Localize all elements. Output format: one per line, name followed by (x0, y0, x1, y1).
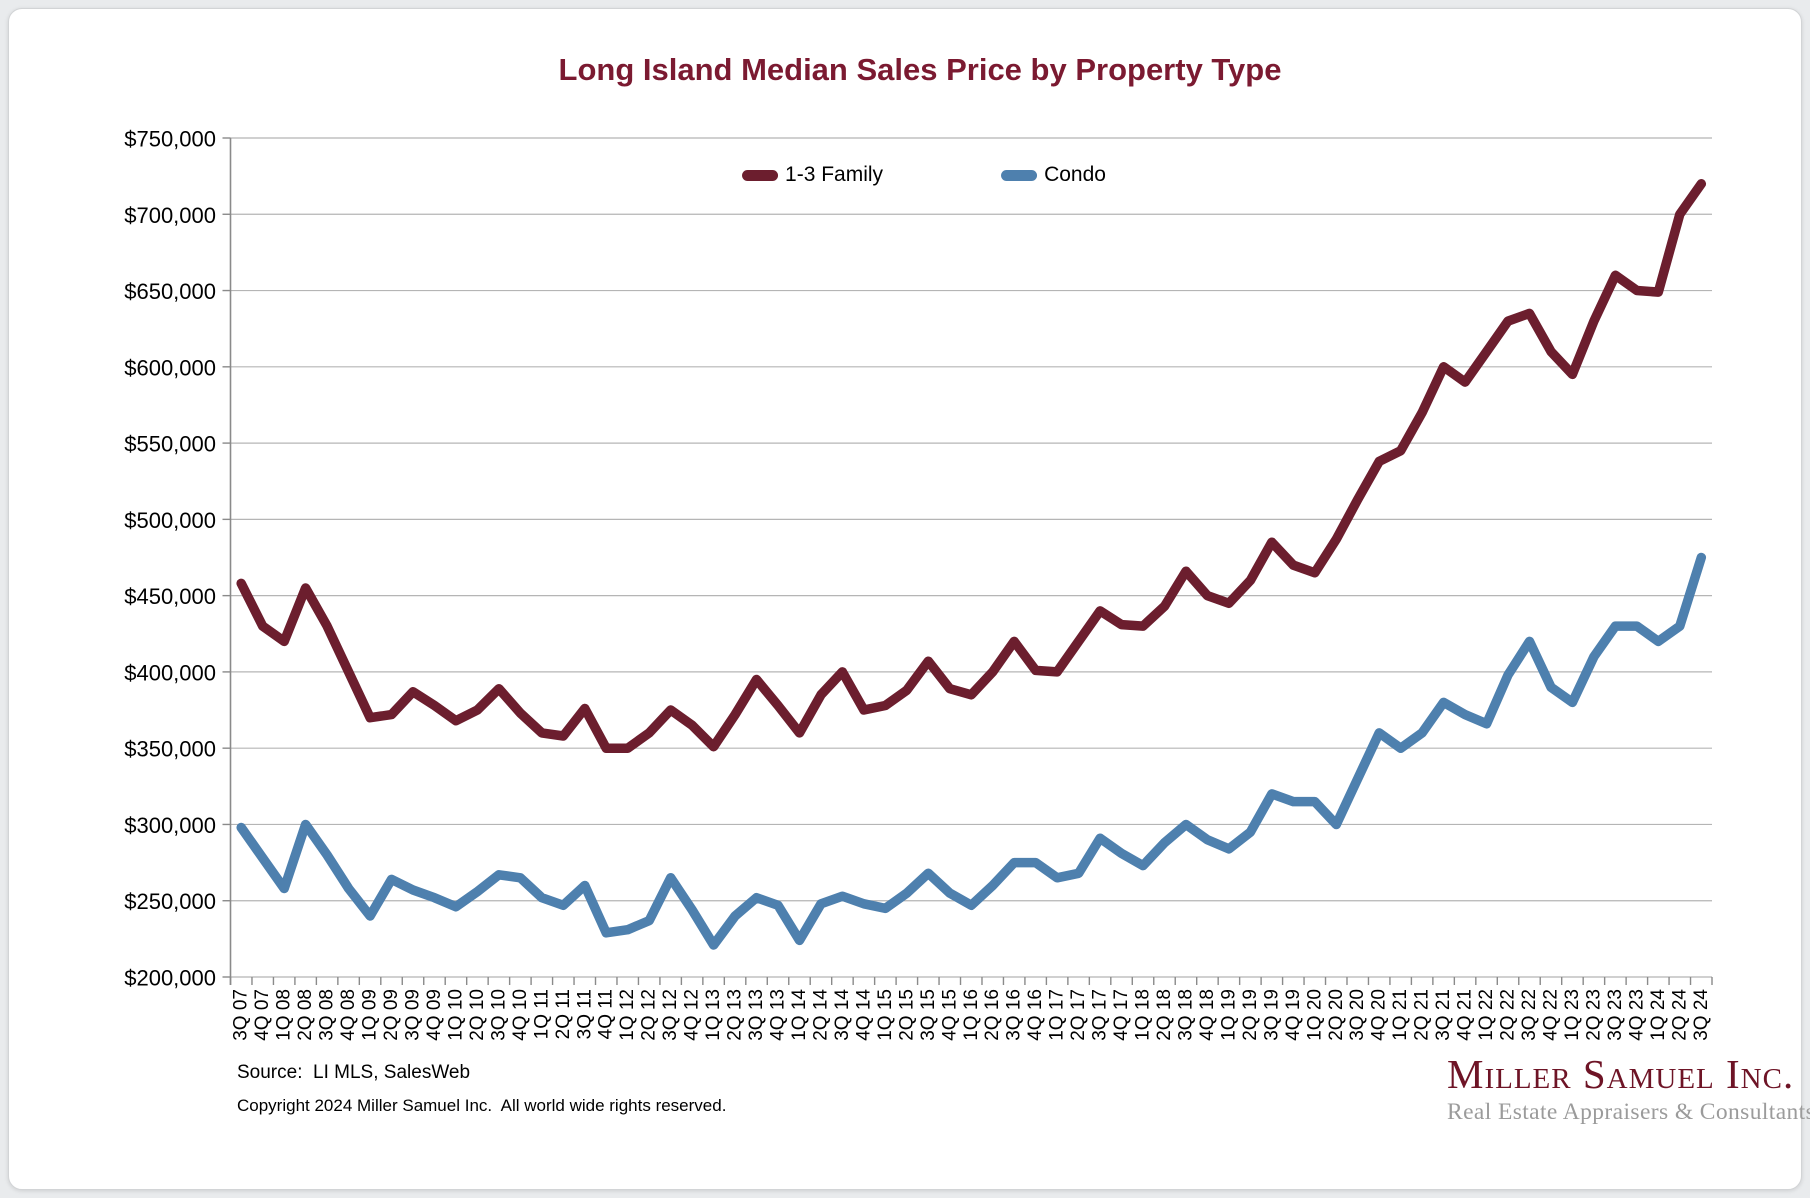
chart-title: Long Island Median Sales Price by Proper… (558, 52, 1282, 87)
x-tick-label: 2Q 14 (810, 989, 831, 1041)
x-tick-label: 4Q 14 (853, 989, 874, 1041)
x-tick-label: 2Q 11 (553, 989, 574, 1039)
x-tick-label: 1Q 09 (360, 989, 381, 1041)
x-tick-label: 2Q 24 (1669, 989, 1690, 1041)
y-tick-label: $350,000 (124, 737, 216, 762)
x-tick-label: 1Q 21 (1390, 989, 1411, 1041)
logo-name: Miller Samuel Inc. (1447, 1051, 1795, 1097)
x-tick-label: 4Q 15 (939, 989, 960, 1041)
x-tick-label: 1Q 08 (274, 989, 295, 1041)
x-tick-label: 2Q 15 (896, 989, 917, 1041)
family-series-swatch-icon (742, 169, 779, 181)
x-tick-label: 2Q 12 (639, 989, 660, 1041)
x-tick-label: 4Q 16 (1025, 989, 1046, 1041)
x-tick-label: 1Q 23 (1562, 989, 1583, 1041)
x-tick-label: 4Q 22 (1540, 989, 1561, 1041)
x-tick-label: 2Q 17 (1068, 989, 1089, 1041)
y-tick-label: $500,000 (124, 508, 216, 533)
x-tick-label: 1Q 15 (875, 989, 896, 1041)
x-tick-label: 1Q 13 (703, 989, 724, 1041)
x-tick-label: 3Q 10 (488, 989, 509, 1041)
x-tick-label: 1Q 24 (1648, 989, 1669, 1041)
x-tick-label: 3Q 14 (832, 989, 853, 1041)
y-tick-label: $750,000 (124, 127, 216, 152)
x-tick-label: 3Q 22 (1519, 989, 1540, 1041)
x-tick-label: 1Q 12 (617, 989, 638, 1041)
legend: 1-3 Family Condo (742, 163, 1106, 187)
y-tick-label: $550,000 (124, 432, 216, 457)
x-tick-label: 3Q 19 (1261, 989, 1282, 1041)
x-tick-label: 2Q 18 (1154, 989, 1175, 1041)
x-tick-label: 4Q 12 (682, 989, 703, 1041)
x-tick-label: 1Q 16 (961, 989, 982, 1041)
x-tick-label: 4Q 09 (424, 989, 445, 1041)
x-tick-label: 3Q 11 (574, 989, 595, 1039)
y-tick-label: $650,000 (124, 279, 216, 304)
x-tick-label: 1Q 20 (1304, 989, 1325, 1041)
condo-series-swatch-icon (1001, 169, 1038, 181)
y-tick-label: $400,000 (124, 660, 216, 685)
x-tick-label: 3Q 18 (1175, 989, 1196, 1041)
source-note: Source: LI MLS, SalesWeb (237, 1062, 471, 1083)
y-tick-label: $600,000 (124, 355, 216, 380)
x-tick-label: 4Q 07 (252, 989, 273, 1041)
logo-tagline: Real Estate Appraisers & Consultants (1447, 1099, 1810, 1126)
x-tick-label: 4Q 11 (596, 989, 617, 1039)
x-tick-label: 3Q 12 (660, 989, 681, 1041)
family-series-label: 1-3 Family (785, 163, 884, 186)
x-tick-label: 3Q 16 (1004, 989, 1025, 1041)
x-tick-label: 1Q 19 (1218, 989, 1239, 1041)
y-tick-label: $200,000 (124, 966, 216, 991)
x-tick-label: 2Q 08 (295, 989, 316, 1041)
x-tick-label: 3Q 24 (1691, 989, 1712, 1041)
x-tick-label: 4Q 19 (1283, 989, 1304, 1041)
x-tick-label: 3Q 20 (1347, 989, 1368, 1041)
x-tick-label: 2Q 20 (1326, 989, 1347, 1041)
x-tick-label: 3Q 21 (1433, 989, 1454, 1041)
x-tick-label: 3Q 07 (231, 989, 252, 1041)
x-tick-label: 2Q 09 (381, 989, 402, 1041)
x-tick-label: 3Q 13 (746, 989, 767, 1041)
x-tick-label: 1Q 17 (1047, 989, 1068, 1041)
x-tick-label: 3Q 15 (918, 989, 939, 1041)
x-tick-label: 1Q 10 (445, 989, 466, 1041)
y-tick-label: $300,000 (124, 813, 216, 838)
y-tick-label: $250,000 (124, 889, 216, 914)
x-tick-label: 4Q 08 (338, 989, 359, 1041)
x-tick-label: 2Q 23 (1583, 989, 1604, 1041)
x-tick-label: 1Q 18 (1133, 989, 1154, 1041)
condo-series-label: Condo (1044, 163, 1106, 186)
series-line-condo (236, 552, 1707, 950)
y-tick-label: $700,000 (124, 203, 216, 228)
x-tick-label: 1Q 22 (1476, 989, 1497, 1041)
x-tick-label: 1Q 11 (531, 989, 552, 1039)
copyright-note: Copyright 2024 Miller Samuel Inc. All wo… (237, 1096, 727, 1115)
x-tick-label: 2Q 10 (467, 989, 488, 1041)
x-tick-label: 3Q 09 (403, 989, 424, 1041)
x-tick-label: 2Q 22 (1498, 989, 1519, 1041)
x-tick-label: 4Q 20 (1369, 989, 1390, 1041)
x-tick-label: 4Q 13 (768, 989, 789, 1041)
x-tick-label: 2Q 13 (725, 989, 746, 1041)
x-tick-label: 4Q 10 (510, 989, 531, 1041)
x-tick-label: 3Q 17 (1090, 989, 1111, 1041)
y-tick-label: $450,000 (124, 584, 216, 609)
legend-item-condo: Condo (1001, 163, 1106, 187)
x-tick-label: 4Q 23 (1626, 989, 1647, 1041)
x-tick-label: 2Q 16 (982, 989, 1003, 1041)
x-tick-label: 4Q 17 (1111, 989, 1132, 1041)
logo: Miller Samuel Inc. Real Estate Appraiser… (1447, 1051, 1810, 1126)
legend-item-1-3-family: 1-3 Family (742, 163, 883, 187)
x-tick-label: 3Q 08 (317, 989, 338, 1041)
x-tick-label: 2Q 19 (1240, 989, 1261, 1041)
x-tick-label: 4Q 18 (1197, 989, 1218, 1041)
series-line-1-3-family (236, 179, 1707, 753)
x-tick-label: 2Q 21 (1412, 989, 1433, 1041)
x-tick-label: 1Q 14 (789, 989, 810, 1041)
x-tick-label: 4Q 21 (1455, 989, 1476, 1041)
x-tick-label: 3Q 23 (1605, 989, 1626, 1041)
